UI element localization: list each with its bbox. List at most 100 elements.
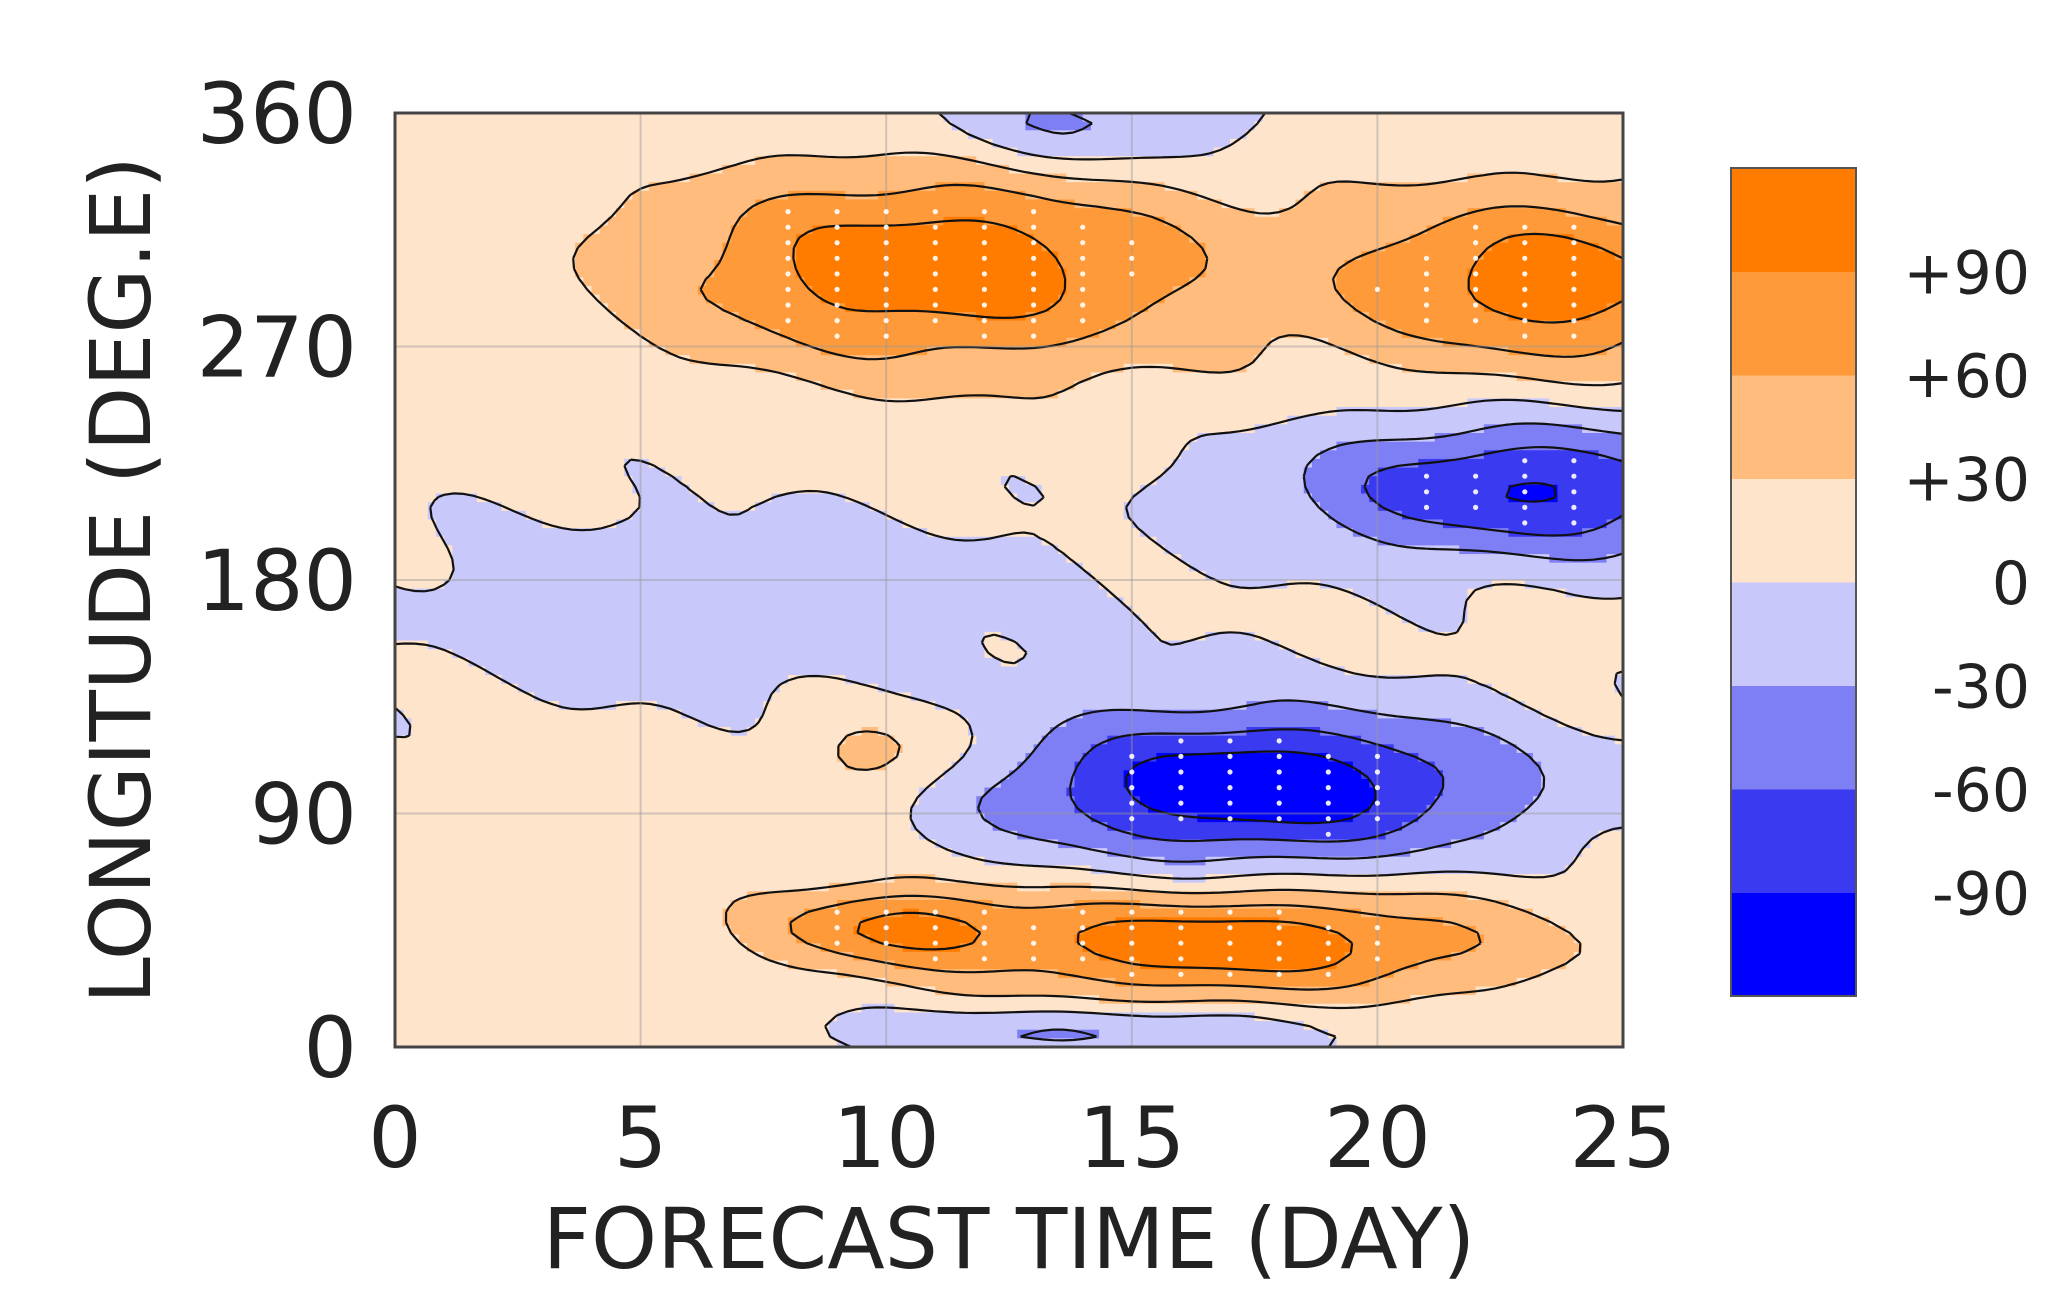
contour-cell: [1541, 320, 1550, 330]
contour-cell: [1320, 199, 1329, 209]
contour-cell: [550, 268, 560, 278]
contour-cell: [837, 234, 846, 244]
contour-cell: [1009, 363, 1018, 374]
contour-cell: [616, 346, 625, 356]
contour-cell: [943, 164, 953, 175]
contour-cell: [894, 190, 904, 201]
contour-cell: [1295, 346, 1305, 356]
contour-cell: [1033, 113, 1043, 123]
contour-cell: [485, 121, 494, 131]
contour-cell: [656, 320, 666, 330]
contour-cell: [689, 225, 699, 235]
contour-cell: [525, 294, 535, 304]
contour-cell: [485, 251, 494, 261]
contour-cell: [419, 156, 429, 166]
contour-cell: [673, 208, 683, 218]
contour-cell: [525, 346, 535, 356]
contour-cell: [1131, 381, 1141, 391]
contour-cell: [918, 234, 928, 244]
contour-cell: [460, 156, 470, 166]
contour-cell: [820, 303, 830, 313]
contour-cell: [1393, 121, 1403, 131]
contour-cell: [1197, 251, 1207, 261]
contour-cell: [1287, 130, 1297, 140]
contour-cell: [1492, 147, 1501, 157]
contour-cell: [796, 372, 805, 382]
contour-cell: [943, 121, 953, 131]
contour-cell: [968, 234, 977, 244]
contour-cell: [1254, 130, 1264, 140]
contour-cell: [403, 164, 412, 175]
contour-cell: [550, 294, 560, 304]
contour-cell: [1361, 156, 1370, 166]
contour-cell: [566, 251, 576, 261]
contour-cell: [591, 173, 601, 183]
contour-cell: [1074, 346, 1084, 356]
contour-cell: [1074, 156, 1084, 166]
contour-cell: [1049, 225, 1059, 235]
contour-cell: [779, 164, 789, 175]
contour-cell: [403, 311, 412, 322]
contour-cell: [444, 138, 453, 149]
contour-cell: [640, 381, 650, 391]
contour-cell: [517, 372, 527, 382]
contour-cell: [1361, 225, 1370, 235]
contour-cell: [468, 121, 478, 131]
contour-cell: [1180, 216, 1190, 227]
contour-cell: [1074, 251, 1084, 261]
contour-cell: [763, 234, 773, 244]
contour-cell: [1541, 130, 1550, 140]
contour-cell: [1385, 268, 1395, 278]
contour-cell: [845, 156, 855, 166]
contour-cell: [1401, 242, 1411, 252]
contour-cell: [1598, 363, 1608, 374]
contour-cell: [738, 113, 748, 123]
contour-cell: [1221, 113, 1231, 123]
contour-cell: [1377, 199, 1387, 209]
contour-cell: [1238, 130, 1248, 140]
contour-cell: [1000, 234, 1010, 244]
contour-cell: [927, 294, 936, 304]
contour-cell: [1164, 329, 1174, 339]
contour-cell: [697, 355, 707, 365]
contour-cell: [1524, 225, 1534, 235]
contour-cell: [1344, 277, 1354, 287]
contour-cell: [542, 389, 552, 399]
contour-cell: [918, 311, 928, 322]
contour-cell: [706, 113, 715, 123]
contour-cell: [411, 389, 421, 399]
contour-cell: [1246, 363, 1256, 374]
contour-cell: [1025, 130, 1035, 140]
contour-cell: [476, 138, 486, 149]
contour-cell: [1139, 346, 1149, 356]
contour-cell: [419, 337, 429, 348]
contour-cell: [1025, 113, 1035, 123]
contour-cell: [1459, 329, 1469, 339]
contour-cell: [1459, 260, 1469, 270]
contour-cell: [534, 113, 543, 123]
contour-cell: [485, 208, 494, 218]
contour-cell: [1115, 130, 1125, 140]
contour-cell: [763, 260, 773, 270]
contour-cell: [1336, 260, 1346, 270]
contour-cell: [886, 320, 895, 330]
contour-cell: [1410, 294, 1419, 304]
contour-cell: [1426, 121, 1436, 131]
contour-cell: [820, 113, 830, 123]
contour-cell: [1320, 113, 1329, 123]
contour-cell: [845, 329, 855, 339]
contour-cell: [1410, 173, 1419, 183]
contour-cell: [1033, 329, 1043, 339]
contour-cell: [1148, 208, 1157, 218]
contour-cell: [1352, 208, 1362, 218]
contour-cell: [1164, 147, 1174, 157]
contour-cell: [1262, 121, 1272, 131]
contour-cell: [1598, 173, 1608, 183]
contour-cell: [501, 113, 511, 123]
contour-cell: [1385, 389, 1395, 399]
contour-cell: [1369, 381, 1378, 391]
contour-cell: [1344, 156, 1354, 166]
contour-cell: [886, 234, 895, 244]
contour-cell: [1221, 285, 1231, 296]
contour-cell: [1442, 113, 1452, 123]
